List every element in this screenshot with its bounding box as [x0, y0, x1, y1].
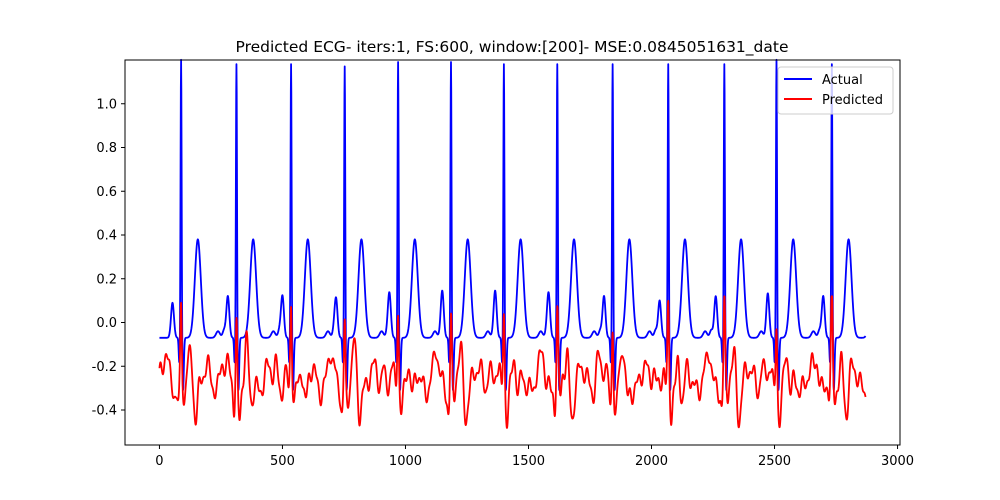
series-actual [158, 58, 867, 391]
y-tick-label: -0.4 [92, 404, 117, 419]
plot-area [158, 58, 867, 429]
y-tick-label: 1.0 [96, 97, 117, 112]
legend-label-predicted: Predicted [822, 93, 883, 108]
y-axis: -0.4 -0.2 0.0 0.2 0.4 0.6 0.8 1.0 [92, 97, 125, 419]
y-tick-label: 0.8 [96, 141, 117, 156]
legend: Actual Predicted [777, 66, 894, 115]
axes-frame [124, 59, 901, 446]
series-line-predicted [158, 295, 867, 429]
x-axis: 0 500 1000 1500 2000 2500 3000 [155, 445, 914, 469]
y-tick-label: 0.0 [96, 316, 117, 331]
x-tick-label: 0 [155, 454, 163, 469]
x-tick-label: 1000 [389, 454, 422, 469]
chart-title: Predicted ECG- iters:1, FS:600, window:[… [236, 38, 789, 57]
y-tick-label: 0.2 [96, 272, 117, 287]
series-line-actual [158, 58, 867, 391]
x-tick-label: 1500 [512, 454, 545, 469]
x-tick-label: 2500 [758, 454, 791, 469]
x-tick-label: 500 [270, 454, 295, 469]
legend-label-actual: Actual [822, 73, 863, 88]
x-tick-label: 2000 [635, 454, 668, 469]
series-predicted [158, 295, 867, 429]
y-tick-label: -0.2 [92, 360, 117, 375]
y-tick-label: 0.6 [96, 185, 117, 200]
x-tick-label: 3000 [881, 454, 914, 469]
y-tick-label: 0.4 [96, 229, 117, 244]
